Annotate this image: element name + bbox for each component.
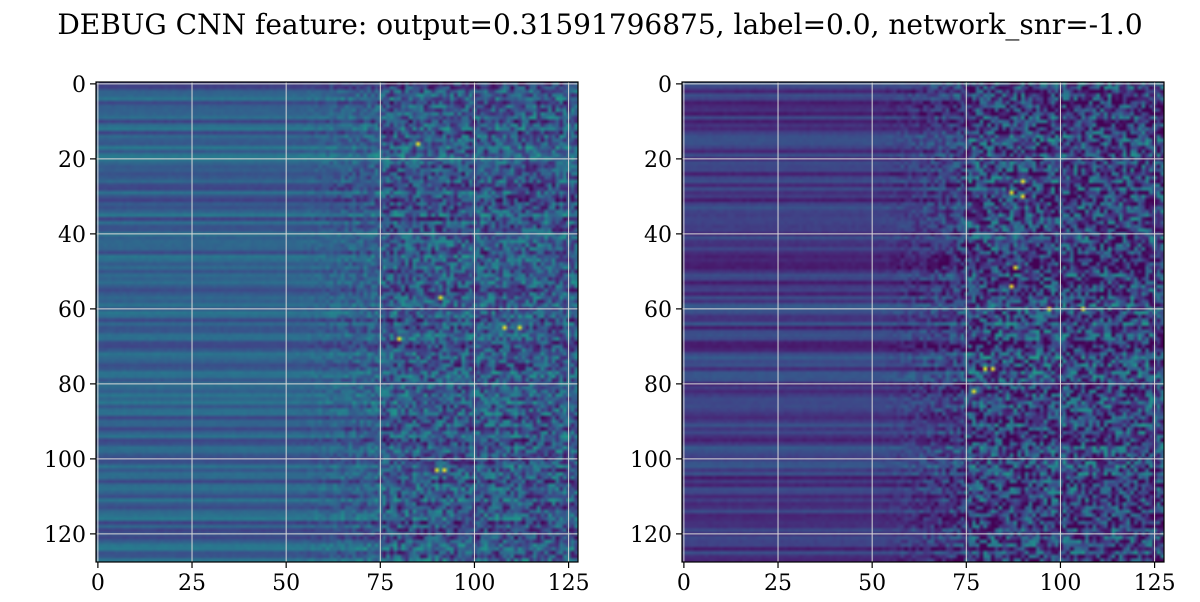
x-tick-label: 100 (1039, 571, 1081, 596)
y-tick-label: 80 (58, 373, 86, 398)
x-tick-label: 75 (366, 571, 394, 596)
x-tick-label: 50 (858, 571, 886, 596)
plot-frame (95, 81, 579, 563)
heatmap-image-right (682, 82, 1164, 562)
x-tick-label: 25 (764, 571, 792, 596)
y-tick-label: 120 (630, 523, 672, 548)
x-tick-label: 0 (91, 571, 105, 596)
heatmap-image-left (96, 82, 578, 562)
x-tick-label: 50 (272, 571, 300, 596)
axes-left: 0 25 50 75 100 125 0 20 40 60 80 100 120 (44, 73, 590, 596)
y-tick-label: 0 (72, 73, 86, 98)
y-tick-label: 40 (644, 223, 672, 248)
x-tick-label: 0 (677, 571, 691, 596)
y-tick-label: 120 (44, 523, 86, 548)
x-tick-label: 125 (548, 571, 590, 596)
y-tick-label: 20 (644, 148, 672, 173)
x-tick-label: 100 (453, 571, 495, 596)
x-tick-label: 75 (952, 571, 980, 596)
y-tick-label: 100 (44, 448, 86, 473)
heatmap-panel-left: 0 25 50 75 100 125 0 20 40 60 80 100 120 (44, 73, 590, 596)
figure-title: DEBUG CNN feature: output=0.31591796875,… (57, 8, 1143, 41)
y-tick-label: 40 (58, 223, 86, 248)
y-tick-label: 0 (658, 73, 672, 98)
y-tick-label: 60 (644, 298, 672, 323)
y-tick-label: 20 (58, 148, 86, 173)
y-tick-label: 100 (630, 448, 672, 473)
x-tick-label: 125 (1134, 571, 1176, 596)
y-tick-label: 80 (644, 373, 672, 398)
axes-right: 0 25 50 75 100 125 0 20 40 60 80 100 120 (630, 73, 1176, 596)
plot-frame (681, 81, 1165, 563)
y-tick-label: 60 (58, 298, 86, 323)
heatmap-panel-right: 0 25 50 75 100 125 0 20 40 60 80 100 120 (630, 73, 1176, 596)
x-tick-label: 25 (178, 571, 206, 596)
